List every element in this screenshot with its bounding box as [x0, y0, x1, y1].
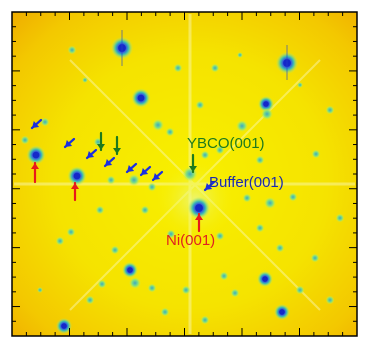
diffraction-spot — [236, 120, 248, 132]
diffraction-spot — [276, 244, 285, 253]
diffraction-spot — [161, 308, 170, 317]
diffraction-spot — [148, 183, 157, 192]
diffraction-spot — [128, 174, 140, 186]
diffraction-spot-core — [138, 95, 145, 102]
diffraction-spot — [98, 280, 107, 289]
diffraction-spot — [67, 228, 76, 237]
diffraction-spot — [68, 46, 77, 55]
buffer-label: Buffer(001) — [209, 175, 284, 190]
diffraction-spot — [21, 136, 30, 145]
diffraction-spot — [201, 316, 210, 325]
diffraction-spot — [237, 52, 243, 58]
diffraction-spot — [231, 289, 240, 298]
diffraction-spot-core — [33, 152, 40, 159]
diffraction-spot — [216, 232, 225, 241]
diffraction-spot-core — [61, 323, 67, 329]
diffraction-spot — [256, 224, 265, 233]
diffraction-spot-core — [127, 267, 133, 273]
diffraction-spot — [326, 296, 335, 305]
diffraction-spot — [211, 64, 220, 73]
diffraction-spot — [296, 286, 305, 295]
diffraction-spot — [243, 194, 252, 203]
diffraction-spot — [182, 286, 191, 295]
diffraction-spot-core — [74, 173, 81, 180]
diffraction-spot — [148, 284, 157, 293]
diffraction-spot — [37, 287, 43, 293]
diffraction-spot — [107, 176, 116, 185]
diffraction-spot — [141, 206, 150, 215]
diffraction-spot — [183, 167, 198, 182]
diffraction-spot — [326, 106, 335, 115]
diffraction-spot — [336, 214, 345, 223]
diffraction-spot — [261, 108, 273, 120]
diffraction-spot — [196, 101, 205, 110]
diffraction-spot — [86, 296, 95, 305]
diffraction-spot — [256, 156, 265, 165]
diffraction-spot — [289, 193, 298, 202]
diffraction-spot — [56, 237, 65, 246]
diffraction-spot — [166, 128, 175, 137]
diffraction-spot-core — [279, 309, 285, 315]
diffraction-spot — [96, 206, 105, 215]
diffraction-spot — [129, 277, 141, 289]
diffraction-spot — [111, 246, 120, 255]
diffraction-spot-core — [195, 204, 203, 212]
diffraction-spot — [174, 64, 183, 73]
diffraction-spot — [311, 254, 320, 263]
diffraction-spot — [312, 150, 321, 159]
diffraction-spot-core — [262, 276, 268, 282]
ybco-label: YBCO(001) — [187, 136, 265, 151]
diffraction-spot — [82, 77, 88, 83]
diffraction-spot — [297, 82, 303, 88]
diffraction-spot — [41, 118, 50, 127]
diffraction-spot — [264, 197, 276, 209]
ni-label: Ni(001) — [166, 233, 215, 248]
diffraction-spot — [152, 119, 164, 131]
diffraction-spot — [220, 272, 229, 281]
diffraction-spot-core — [263, 101, 269, 107]
